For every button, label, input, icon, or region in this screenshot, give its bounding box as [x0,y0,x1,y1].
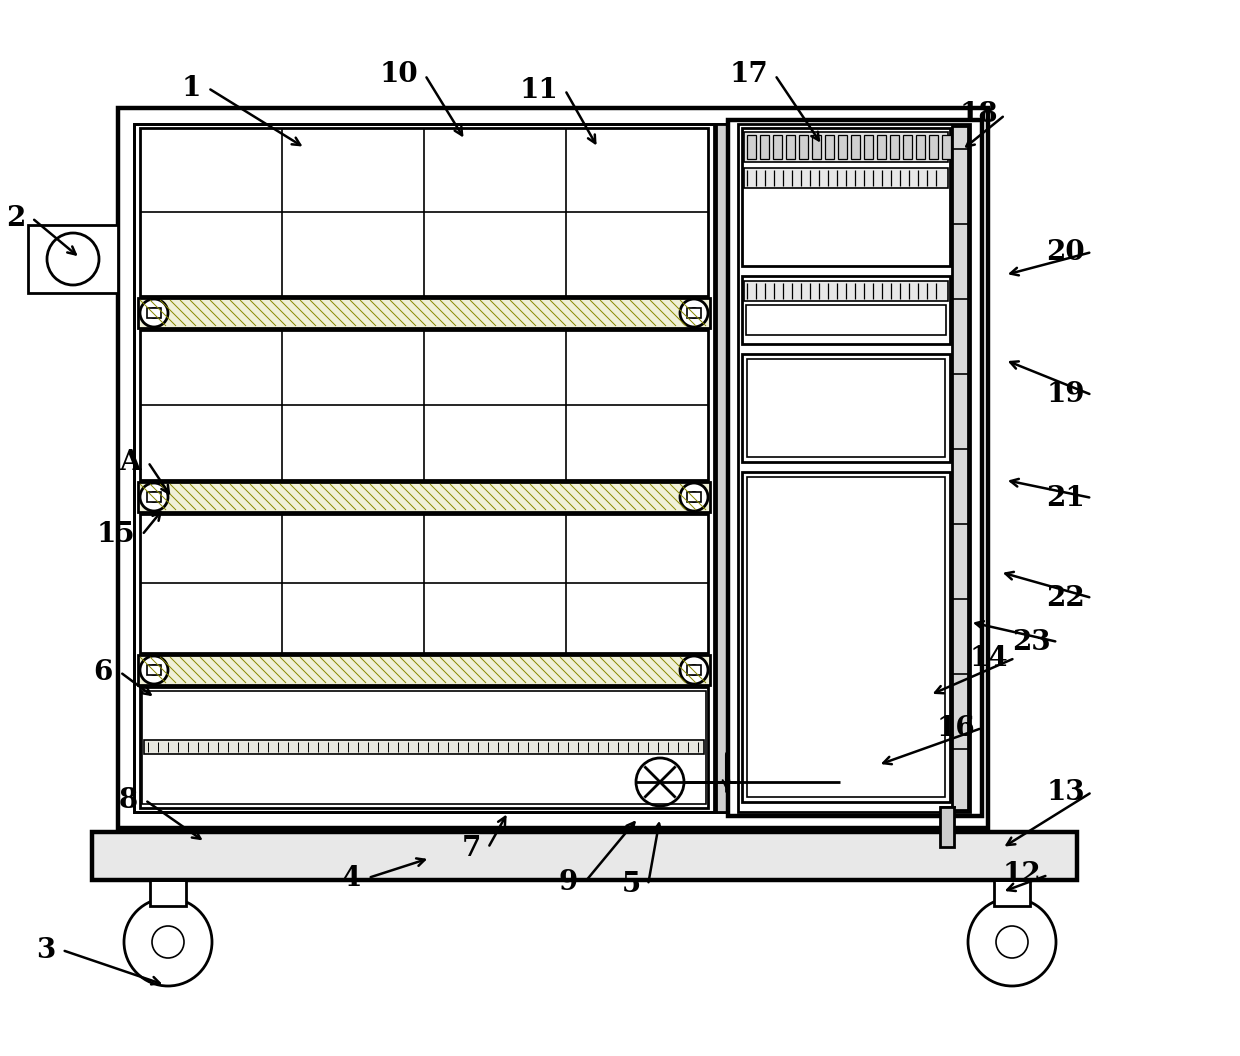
Text: 15: 15 [97,522,135,548]
Text: 18: 18 [960,101,998,129]
Circle shape [680,656,708,684]
Text: 1: 1 [181,75,201,101]
Bar [140,128,708,296]
Bar [942,135,951,159]
Bar [742,354,950,463]
Text: 5: 5 [621,871,641,899]
Bar [134,124,972,812]
Bar [92,832,1078,880]
Text: 13: 13 [1047,778,1085,806]
Text: 10: 10 [379,61,418,89]
Text: 6: 6 [94,659,113,685]
Bar [148,665,161,675]
Text: 9: 9 [559,868,578,895]
Bar [138,298,711,328]
Bar [746,135,756,159]
Text: 16: 16 [936,715,975,741]
Bar [760,135,769,159]
Bar [851,135,861,159]
Text: 8: 8 [119,787,138,813]
Bar [140,687,708,808]
Bar [744,168,949,188]
Bar [786,135,795,159]
Text: 17: 17 [729,61,768,89]
Bar [140,514,708,653]
Bar [742,276,950,344]
Bar [134,124,714,812]
Text: 21: 21 [1047,485,1085,511]
Text: 4: 4 [342,865,361,891]
Circle shape [680,299,708,327]
Bar [916,135,925,159]
Bar [994,880,1030,906]
Bar [890,135,899,159]
Bar [742,472,950,802]
Text: 14: 14 [970,644,1008,672]
Circle shape [140,483,167,511]
Bar [744,132,949,162]
Bar [940,807,954,847]
Bar [929,135,937,159]
Circle shape [680,483,708,511]
Bar [952,126,968,810]
Bar [746,359,945,457]
Bar [746,305,946,335]
Bar [29,225,118,293]
Bar [138,482,711,512]
Text: 22: 22 [1047,585,1085,611]
Bar [877,135,887,159]
Bar [812,135,821,159]
Text: 12: 12 [1002,862,1042,888]
Bar [138,655,711,685]
Bar [118,108,988,828]
Bar [687,308,701,318]
Bar [144,740,704,754]
Bar [738,124,970,812]
Bar [742,128,950,266]
Text: 19: 19 [1047,381,1085,409]
Bar [143,691,706,804]
Bar [773,135,782,159]
Text: 11: 11 [520,76,558,103]
Bar [744,281,949,301]
Bar [150,880,186,906]
Bar [715,124,737,812]
Bar [746,477,945,797]
Bar [728,120,982,816]
Text: 20: 20 [1047,239,1085,265]
Bar [838,135,847,159]
Bar [140,329,708,480]
Bar [799,135,808,159]
Bar [864,135,873,159]
Bar [687,492,701,502]
Bar [903,135,911,159]
Bar [825,135,835,159]
Text: A: A [119,449,141,475]
Circle shape [140,656,167,684]
Text: 23: 23 [1012,628,1052,656]
Text: 7: 7 [461,834,481,862]
Bar [839,768,878,796]
Text: 3: 3 [36,937,55,963]
Bar [148,308,161,318]
Bar [148,492,161,502]
Circle shape [140,299,167,327]
Bar [687,665,701,675]
Text: 2: 2 [6,205,25,231]
